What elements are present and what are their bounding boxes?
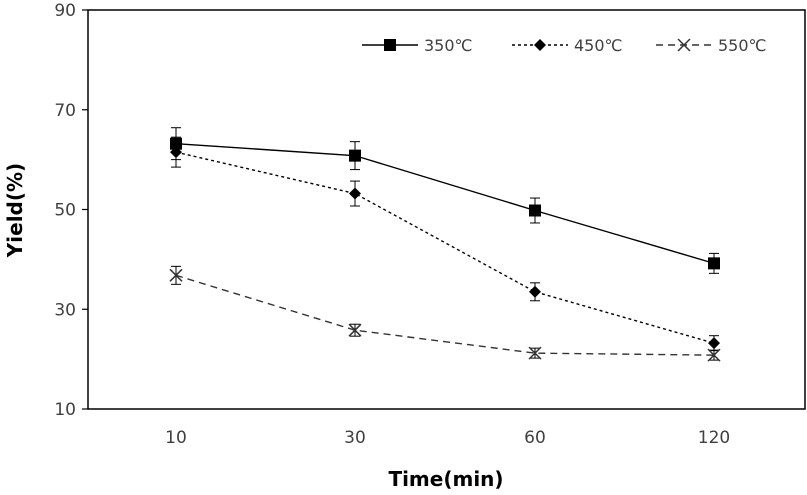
series-2	[170, 136, 720, 352]
legend-swatch-marker	[384, 39, 396, 51]
x-marker-stroke	[677, 38, 691, 52]
x-axis-title: Time(min)	[388, 467, 503, 491]
y-axis-ticks: 10 30 50 70 90	[54, 1, 88, 420]
series-2-line	[175, 151, 715, 344]
series-2-point	[170, 146, 182, 159]
legend-label: 450℃	[574, 36, 623, 55]
series-2-point	[708, 337, 720, 350]
x-marker-stroke	[528, 346, 542, 360]
y-tick-label: 10	[54, 400, 76, 420]
y-tick-label: 50	[54, 201, 76, 221]
series-1	[170, 127, 720, 274]
x-marker-stroke	[348, 323, 362, 337]
x-tick-label: 10	[165, 428, 187, 448]
x-marker-stroke	[169, 268, 183, 282]
legend-swatch-marker	[534, 39, 546, 51]
x-axis-ticks: 10 30 60 120	[165, 428, 730, 448]
series-3-line	[175, 274, 715, 356]
series-1-line	[175, 142, 715, 265]
legend-item-3: 550℃	[656, 36, 767, 55]
y-tick-label: 70	[54, 101, 76, 121]
series-3	[169, 265, 721, 362]
legend-label: 350℃	[424, 36, 473, 55]
legend-swatch-marker	[677, 38, 691, 52]
plot-frame	[87, 9, 806, 410]
series-1-point	[349, 149, 361, 162]
series-1-point	[708, 257, 720, 270]
x-marker-stroke	[707, 348, 721, 362]
legend-item-2: 450℃	[512, 36, 623, 55]
x-tick-label: 60	[524, 428, 546, 448]
x-tick-label: 30	[344, 428, 366, 448]
series-layer	[169, 127, 721, 362]
legend-item-1: 350℃	[362, 36, 473, 55]
legend: 350℃ 450℃ 550℃	[362, 36, 767, 55]
y-tick-label: 90	[54, 1, 76, 21]
series-1-point	[529, 204, 541, 217]
series-3-point	[707, 348, 721, 362]
y-axis-title: Yield(%)	[3, 163, 27, 258]
x-tick-label: 120	[698, 428, 730, 448]
legend-label: 550℃	[718, 36, 767, 55]
series-3-point	[348, 323, 362, 337]
series-2-point	[529, 285, 541, 298]
series-3-point	[528, 346, 542, 360]
series-3-point	[169, 268, 183, 282]
y-tick-label: 30	[54, 300, 76, 320]
series-2-point	[349, 187, 361, 200]
